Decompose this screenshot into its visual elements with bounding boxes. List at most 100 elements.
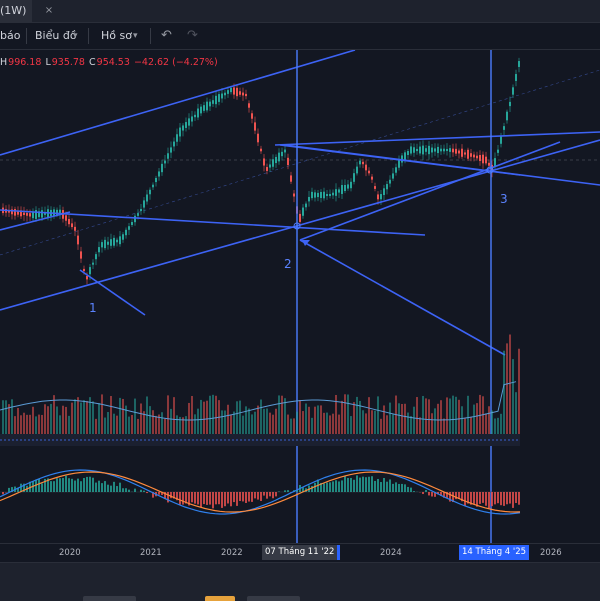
chart-type-button[interactable]: Biểu đồ (35, 23, 77, 49)
volume-bar (431, 413, 433, 434)
candle-body (467, 150, 469, 159)
candle-body (218, 94, 220, 102)
candle-body (197, 109, 199, 118)
macd-histogram-bar (476, 492, 478, 507)
candle-body (497, 150, 499, 153)
volume-bar (305, 404, 307, 434)
close-icon[interactable]: × (42, 0, 56, 22)
candle-body (26, 213, 28, 216)
candle-body (185, 122, 187, 128)
chevron-down-icon[interactable]: ▾ (133, 23, 138, 49)
candle-body (482, 155, 484, 164)
volume-bar (98, 403, 100, 434)
volume-bar (110, 396, 112, 434)
volume-bar (389, 403, 391, 434)
bottom-tab[interactable] (83, 596, 136, 601)
macd-histogram-bar (497, 492, 499, 503)
volume-bar (494, 418, 496, 434)
volume-bar (59, 415, 61, 434)
volume-bar (461, 406, 463, 434)
volume-bar (209, 396, 211, 434)
macd-histogram-bar (350, 478, 352, 492)
candle-body (302, 208, 304, 216)
profile-button[interactable]: Hồ sơ (101, 23, 132, 49)
volume-bar (356, 397, 358, 434)
candle-body (461, 149, 463, 157)
volume-bar (11, 399, 13, 434)
macd-histogram-bar (134, 489, 136, 492)
chevron-down-icon[interactable]: ▾ (73, 23, 78, 49)
macd-histogram-bar (122, 488, 124, 492)
alerts-button[interactable]: báo (0, 23, 20, 49)
macd-histogram-bar (254, 492, 256, 498)
candle-body (173, 142, 175, 147)
volume-bar (473, 405, 475, 434)
macd-histogram-bar (2, 492, 4, 494)
candle-body (479, 155, 481, 161)
volume-bar (326, 413, 328, 434)
macd-histogram-bar (71, 479, 73, 492)
toolbar-divider (150, 28, 151, 44)
candle-body (458, 151, 460, 154)
volume-bar (44, 404, 46, 434)
volume-bar (338, 415, 340, 434)
macd-histogram-bar (464, 492, 466, 506)
macd-histogram-bar (344, 476, 346, 492)
low-label: L (45, 57, 50, 68)
macd-histogram-bar (377, 479, 379, 492)
volume-bar (248, 409, 250, 434)
volume-bar (236, 401, 238, 434)
candle-body (206, 102, 208, 111)
volume-bar (50, 404, 52, 434)
candle-body (248, 103, 250, 107)
volume-bar (254, 412, 256, 434)
undo-icon[interactable]: ↶ (161, 23, 172, 49)
macd-histogram-bar (203, 492, 205, 504)
volume-bar (377, 396, 379, 434)
candle-body (56, 210, 58, 215)
volume-bar (257, 406, 259, 434)
candle-body (371, 177, 373, 180)
candle-body (122, 234, 124, 239)
price-chart[interactable]: 123 (0, 50, 600, 543)
candle-body (161, 164, 163, 172)
bottom-tab[interactable] (247, 596, 300, 601)
macd-histogram-bar (392, 484, 394, 492)
volume-bar (80, 403, 82, 434)
macd-histogram-bar (53, 481, 55, 492)
volume-bar (29, 415, 31, 434)
macd-histogram-bar (371, 476, 373, 492)
candle-body (272, 159, 274, 167)
candle-body (80, 251, 82, 258)
candle-body (344, 185, 346, 191)
candle-body (233, 87, 235, 94)
volume-bar (26, 415, 28, 434)
candle-body (452, 149, 454, 153)
macd-histogram-bar (359, 478, 361, 492)
candle-body (509, 102, 511, 106)
macd-histogram-bar (404, 484, 406, 492)
macd-histogram-bar (158, 492, 160, 495)
volume-bar (488, 406, 490, 434)
high-value: 996.18 (8, 57, 41, 68)
candle-body (449, 148, 451, 152)
volume-bar (347, 395, 349, 434)
volume-bar (167, 395, 169, 434)
candle-body (425, 148, 427, 152)
macd-histogram-bar (146, 492, 148, 493)
volume-bar (149, 406, 151, 434)
candle-body (209, 102, 211, 107)
macd-histogram-bar (485, 492, 487, 506)
volume-bar (233, 412, 235, 434)
candle-body (329, 194, 331, 196)
bottom-tab-active[interactable] (205, 596, 235, 601)
volume-bar (242, 416, 244, 434)
macd-histogram-bar (488, 492, 490, 508)
candle-body (500, 136, 502, 144)
chart-tab[interactable]: (1W) (0, 0, 32, 22)
volume-bar (86, 401, 88, 434)
time-axis[interactable]: 2020 2021 2022 07 Tháng 11 '22 2024 14 T… (0, 543, 600, 562)
volume-bar (164, 419, 166, 434)
macd-histogram-bar (233, 492, 235, 502)
macd-histogram-bar (509, 492, 511, 504)
